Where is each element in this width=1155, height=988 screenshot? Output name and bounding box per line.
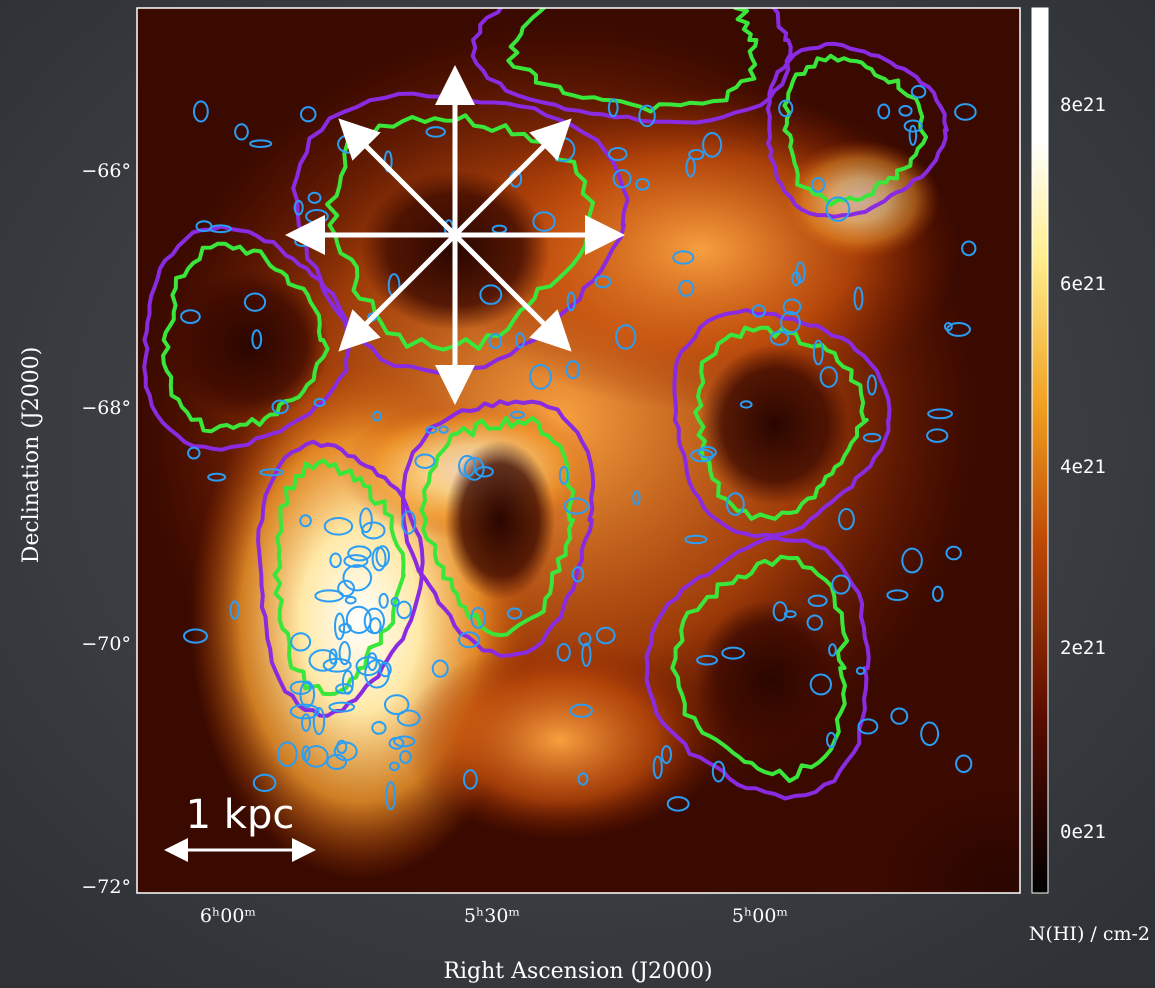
y-tick-label: −72° (81, 876, 131, 898)
hi-map (137, 0, 1155, 988)
cavity (700, 345, 850, 505)
y-tick-label: −70° (81, 633, 131, 655)
scale-bar-label: 1 kpc (186, 792, 295, 838)
y-axis-label: Declination (J2000) (19, 347, 44, 564)
colorbar-tick-label: 2e21 (1060, 637, 1106, 659)
colorbar-tick-label: 6e21 (1060, 273, 1106, 295)
colorbar (1032, 8, 1048, 893)
colorbar-label: N(HI) / cm-2 (1029, 923, 1150, 945)
colorbar-tick-label: 4e21 (1060, 456, 1106, 478)
x-tick-label: 5ʰ00ᵐ (732, 905, 788, 927)
colorbar-tick-label: 0e21 (1060, 821, 1106, 843)
cavity (445, 440, 555, 600)
y-tick-label: −68° (81, 397, 131, 419)
x-tick-label: 5ʰ30ᵐ (464, 905, 520, 927)
figure: Right Ascension (J2000) Declination (J20… (0, 0, 1155, 988)
colorbar-tick-label: 8e21 (1060, 94, 1106, 116)
y-tick-label: −66° (81, 160, 131, 182)
x-axis-label: Right Ascension (J2000) (443, 959, 712, 984)
x-tick-label: 6ʰ00ᵐ (200, 905, 256, 927)
